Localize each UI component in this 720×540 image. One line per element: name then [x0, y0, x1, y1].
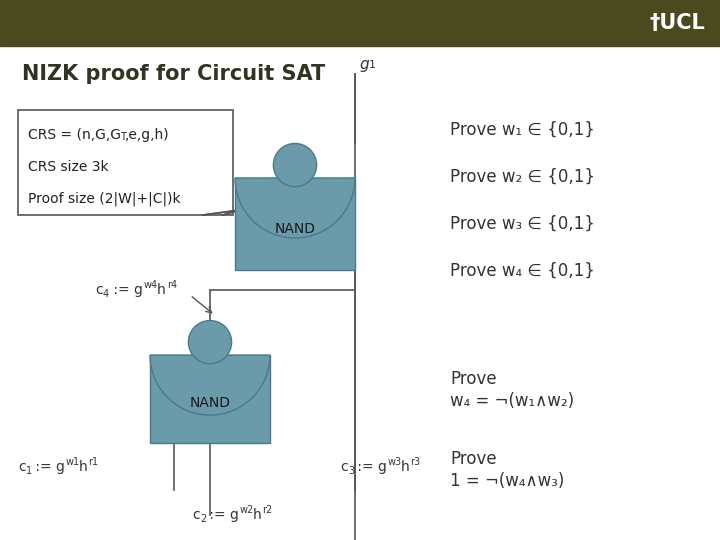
Text: Prove w₄ ∈ {0,1}: Prove w₄ ∈ {0,1}: [450, 262, 595, 280]
Text: h: h: [157, 283, 166, 297]
Text: h: h: [79, 460, 88, 474]
Text: := g: := g: [205, 508, 239, 522]
Text: 1: 1: [26, 466, 32, 476]
Text: := g: := g: [353, 460, 387, 474]
FancyBboxPatch shape: [18, 110, 233, 215]
Text: Prove w₁ ∈ {0,1}: Prove w₁ ∈ {0,1}: [450, 121, 595, 139]
Text: ,e,g,h): ,e,g,h): [125, 128, 170, 142]
Wedge shape: [150, 355, 270, 415]
Text: c: c: [95, 283, 103, 297]
Bar: [0, 0, 720, 46]
Text: w2: w2: [240, 505, 254, 515]
Circle shape: [189, 321, 232, 364]
Text: r3: r3: [410, 457, 420, 467]
Polygon shape: [203, 210, 240, 215]
Text: c: c: [192, 508, 199, 522]
Text: := g: := g: [31, 460, 65, 474]
Text: 1 = ¬(w₄∧w₃): 1 = ¬(w₄∧w₃): [450, 472, 564, 490]
Wedge shape: [235, 178, 355, 238]
Text: NAND: NAND: [274, 221, 315, 235]
Text: 3: 3: [348, 466, 354, 476]
Text: g: g: [359, 57, 369, 72]
Text: r2: r2: [262, 505, 272, 515]
Text: 2: 2: [200, 514, 206, 524]
Text: w4: w4: [144, 280, 158, 290]
Text: Prove w₃ ∈ {0,1}: Prove w₃ ∈ {0,1}: [450, 215, 595, 233]
Bar: [235, 178, 355, 270]
Text: NIZK proof for Circuit SAT: NIZK proof for Circuit SAT: [22, 64, 325, 84]
Text: CRS = (n,G,G: CRS = (n,G,G: [28, 128, 121, 142]
Text: r4: r4: [167, 280, 177, 290]
Text: CRS size 3k: CRS size 3k: [28, 160, 109, 174]
Text: w3: w3: [388, 457, 402, 467]
Text: NAND: NAND: [189, 396, 230, 410]
Circle shape: [274, 144, 317, 187]
Text: := g: := g: [109, 283, 143, 297]
Text: 4: 4: [103, 289, 109, 299]
Text: Proof size (2|W|+|C|)k: Proof size (2|W|+|C|)k: [28, 192, 181, 206]
Text: †UCL: †UCL: [649, 13, 705, 33]
Text: h: h: [253, 508, 262, 522]
Text: c: c: [340, 460, 348, 474]
Text: w₄ = ¬(w₁∧w₂): w₄ = ¬(w₁∧w₂): [450, 392, 574, 410]
Text: Prove w₂ ∈ {0,1}: Prove w₂ ∈ {0,1}: [450, 168, 595, 186]
Text: Prove: Prove: [450, 450, 497, 468]
Text: h: h: [401, 460, 410, 474]
Text: c: c: [18, 460, 26, 474]
Text: 1: 1: [369, 60, 376, 70]
Bar: [150, 355, 270, 442]
Text: w1: w1: [66, 457, 80, 467]
Text: Prove: Prove: [450, 370, 497, 388]
Text: T: T: [120, 132, 126, 142]
Text: r1: r1: [88, 457, 98, 467]
